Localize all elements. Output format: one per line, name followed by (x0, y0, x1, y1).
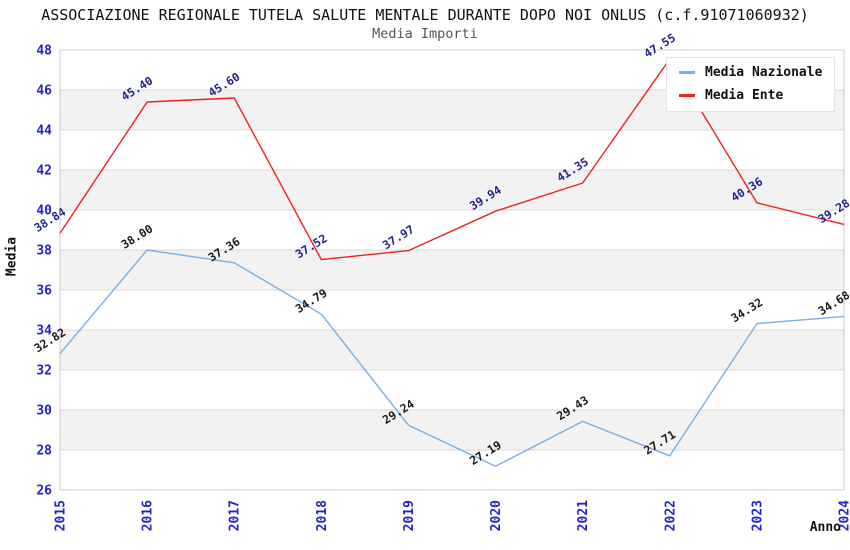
x-tick-label: 2022 (663, 500, 678, 531)
x-tick-label: 2024 (838, 500, 850, 531)
y-axis-title: Media (4, 236, 20, 277)
series-line-media-ente (59, 58, 845, 261)
x-tick-label: 2020 (489, 500, 504, 531)
legend-item-media-ente: Media Ente (679, 88, 822, 103)
x-tick-label: 2023 (750, 500, 765, 531)
plot-border (59, 49, 845, 491)
grid-band (60, 250, 844, 290)
x-tick-label: 2017 (228, 500, 243, 531)
y-tick-label: 32 (36, 364, 52, 379)
y-tick-label: 40 (36, 204, 52, 219)
y-tick-label: 30 (36, 404, 52, 419)
y-tick-label: 48 (36, 44, 52, 59)
data-label: 34.68 (815, 288, 850, 318)
legend-line-swatch-icon (679, 71, 695, 74)
grid-band (60, 170, 844, 210)
y-tick-label: 28 (36, 444, 52, 459)
legend-label: Media Ente (705, 88, 784, 103)
data-label: 37.97 (380, 222, 417, 252)
y-tick-label: 42 (36, 164, 52, 179)
series-line-media-nazionale (59, 249, 845, 467)
x-tick-label: 2021 (576, 500, 591, 531)
legend-line-swatch-icon (679, 94, 695, 97)
x-tick-label: 2016 (141, 500, 156, 531)
grid-band (60, 330, 844, 370)
y-tick-label: 36 (36, 284, 52, 299)
chart-title: ASSOCIAZIONE REGIONALE TUTELA SALUTE MEN… (41, 6, 809, 24)
x-axis-title: Anno (809, 520, 841, 535)
y-tick-label: 38 (36, 244, 52, 259)
grid-band (60, 410, 844, 450)
legend-label: Media Nazionale (705, 65, 823, 80)
chart-subtitle: Media Importi (372, 26, 478, 42)
x-tick-label: 2018 (315, 500, 330, 531)
legend-item-media-nazionale: Media Nazionale (679, 65, 822, 80)
x-tick-label: 2015 (54, 500, 69, 531)
y-tick-label: 46 (36, 84, 52, 99)
y-tick-label: 26 (36, 484, 52, 499)
data-label: 34.32 (728, 295, 765, 325)
data-label: 38.00 (119, 221, 156, 251)
x-tick-label: 2019 (402, 500, 417, 531)
y-tick-label: 34 (36, 324, 52, 339)
legend: Media Nazionale Media Ente (666, 57, 836, 112)
y-tick-label: 44 (36, 124, 52, 139)
